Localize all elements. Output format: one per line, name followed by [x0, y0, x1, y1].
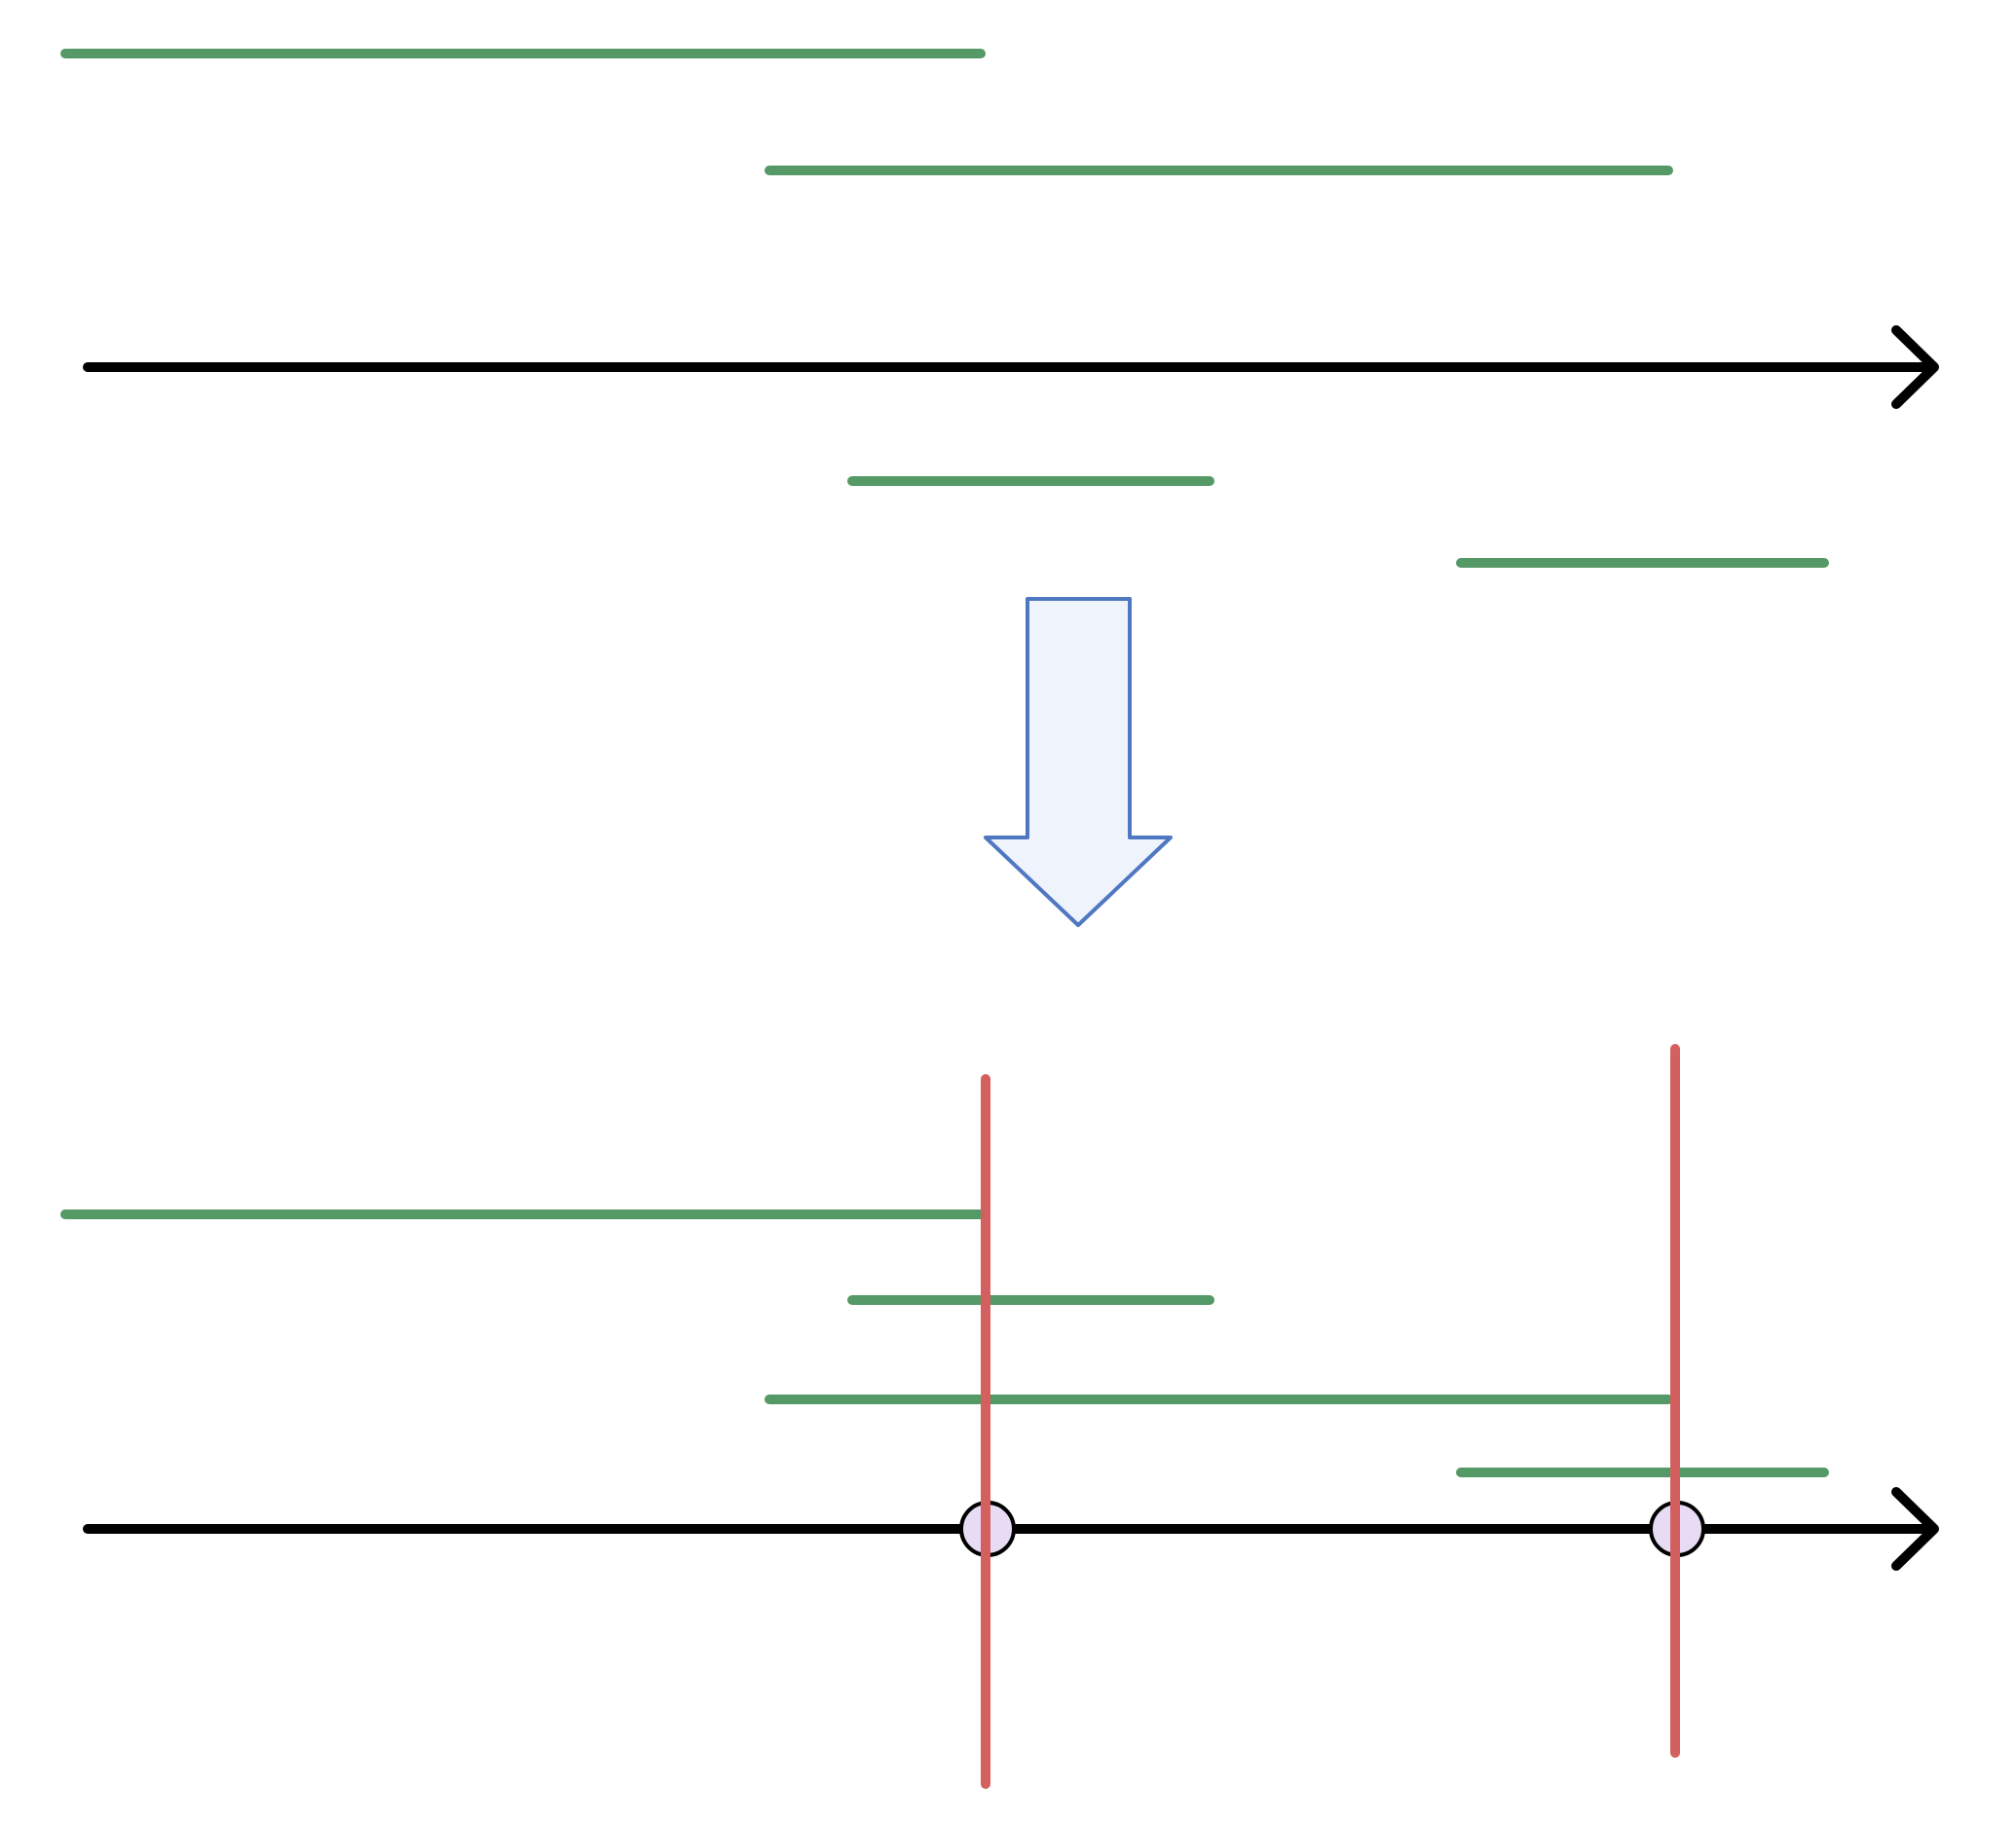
transition-arrow — [984, 597, 1173, 927]
axis-arrowhead-icon — [1891, 1487, 1939, 1571]
axis-arrowhead-icon — [1891, 325, 1939, 409]
down-arrow-icon — [984, 597, 1173, 927]
bottom-panel — [60, 1044, 1939, 1789]
number-axis — [83, 325, 1939, 409]
top-panel — [60, 49, 1939, 568]
